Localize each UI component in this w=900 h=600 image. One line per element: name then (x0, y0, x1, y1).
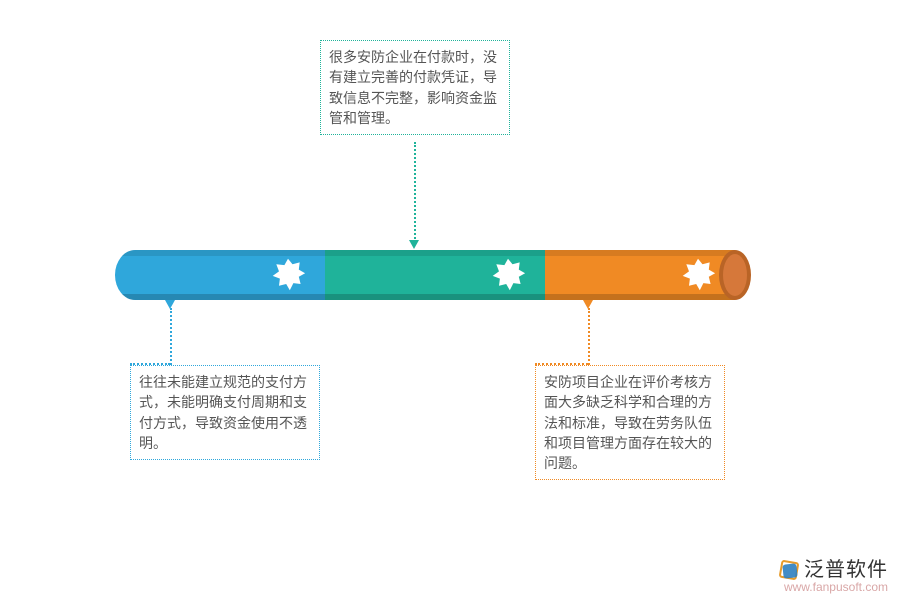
connector-teal (414, 142, 416, 242)
arrow-icon (409, 240, 419, 249)
watermark-brand: 泛普软件 (804, 559, 888, 581)
connector-blue (170, 308, 172, 365)
callout-text: 往往未能建立规范的支付方式，未能明确支付周期和支付方式，导致资金使用不透明。 (139, 374, 307, 451)
watermark-url: www.fanpusoft.com (780, 581, 888, 594)
callout-bottom-orange: 安防项目企业在评价考核方面大多缺乏科学和合理的方法和标准，导致在劳务队伍和项目管… (535, 365, 725, 480)
connector-blue-h (130, 363, 170, 365)
callout-bottom-blue: 往往未能建立规范的支付方式，未能明确支付周期和支付方式，导致资金使用不透明。 (130, 365, 320, 460)
callout-text: 安防项目企业在评价考核方面大多缺乏科学和合理的方法和标准，导致在劳务队伍和项目管… (544, 374, 712, 471)
arrow-icon (165, 300, 175, 309)
burst-icon (680, 257, 716, 293)
bar-end-cap (719, 250, 751, 300)
arrow-icon (583, 300, 593, 309)
burst-icon (490, 257, 526, 293)
burst-icon (270, 257, 306, 293)
watermark: 泛普软件 www.fanpusoft.com (780, 559, 888, 594)
cylinder-bar (115, 250, 735, 300)
callout-text: 很多安防企业在付款时，没有建立完善的付款凭证，导致信息不完整，影响资金监管和管理… (329, 49, 497, 126)
connector-orange-h (535, 363, 588, 365)
connector-orange (588, 308, 590, 365)
callout-top-teal: 很多安防企业在付款时，没有建立完善的付款凭证，导致信息不完整，影响资金监管和管理… (320, 40, 510, 135)
logo-icon (780, 561, 798, 579)
